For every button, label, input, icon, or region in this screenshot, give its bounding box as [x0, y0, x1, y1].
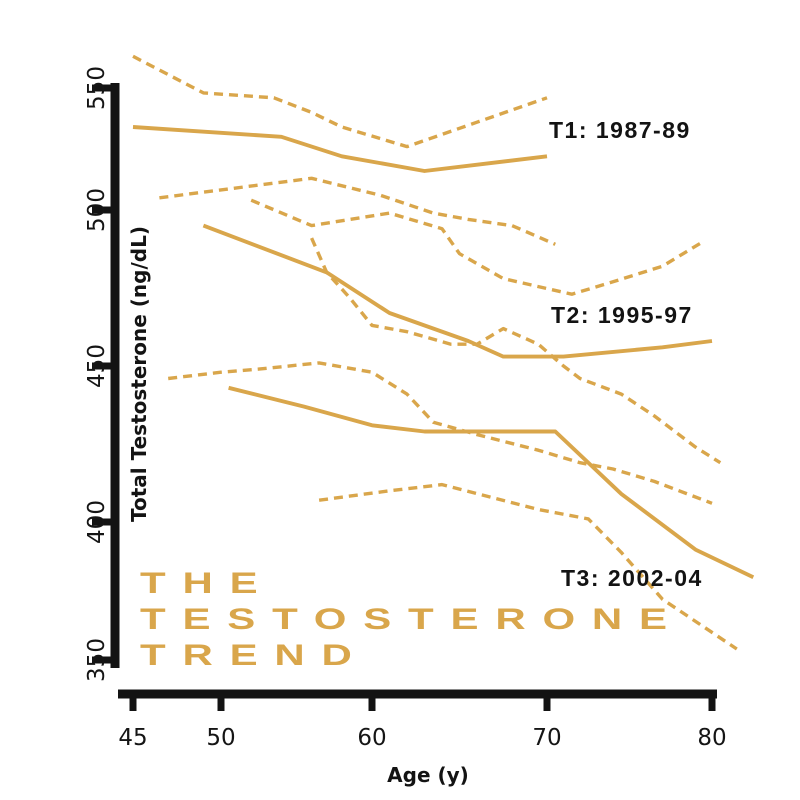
- chart-title: THE TESTOSTERONE TREND: [140, 566, 667, 674]
- x-tick-label-45: 45: [118, 725, 147, 751]
- title-line-1: THE: [140, 567, 275, 600]
- x-tick-label-80: 80: [697, 725, 726, 751]
- y-tick-label-500: 500: [84, 188, 110, 232]
- title-line-2: TESTOSTERONE: [140, 603, 684, 636]
- series-line-t3-2002-04-lower-ci: [318, 482, 738, 651]
- x-axis-title: Age (y): [387, 763, 469, 787]
- series-line-t3-2002-04-mean: [228, 385, 755, 579]
- x-tick-label-50: 50: [206, 725, 235, 751]
- y-tick-label-400: 400: [84, 500, 110, 544]
- tick-labels: 350 400 450 500 550 45 50 60 70 80: [84, 66, 727, 751]
- series-label-t1: T1: 1987-89: [549, 117, 691, 143]
- y-tick-label-450: 450: [84, 344, 110, 388]
- series-line-t1-1987-89-upper-ci: [132, 54, 548, 149]
- y-tick-label-550: 550: [84, 66, 110, 110]
- series-line-t2-1995-97-upper-ci: [250, 198, 705, 296]
- y-axis-title: Total Testosterone (ng/dL): [127, 226, 151, 522]
- x-tick-label-60: 60: [357, 725, 386, 751]
- series-label-t3: T3: 2002-04: [561, 565, 703, 591]
- y-tick-label-350: 350: [84, 638, 110, 682]
- series-label-t2: T2: 1995-97: [551, 302, 693, 328]
- series-line-t2-1995-97-lower-ci: [310, 237, 722, 465]
- series-line-t2-1995-97-mean: [202, 223, 713, 359]
- title-line-3: TREND: [140, 639, 369, 672]
- series-line-t1-1987-89-mean: [132, 125, 548, 173]
- series-line-t3-2002-04-upper-ci: [167, 361, 713, 505]
- x-tick-label-70: 70: [532, 725, 561, 751]
- axes: [92, 83, 717, 711]
- series-lines: [132, 54, 755, 651]
- series-line-t1-1987-89-lower-ci: [159, 176, 556, 246]
